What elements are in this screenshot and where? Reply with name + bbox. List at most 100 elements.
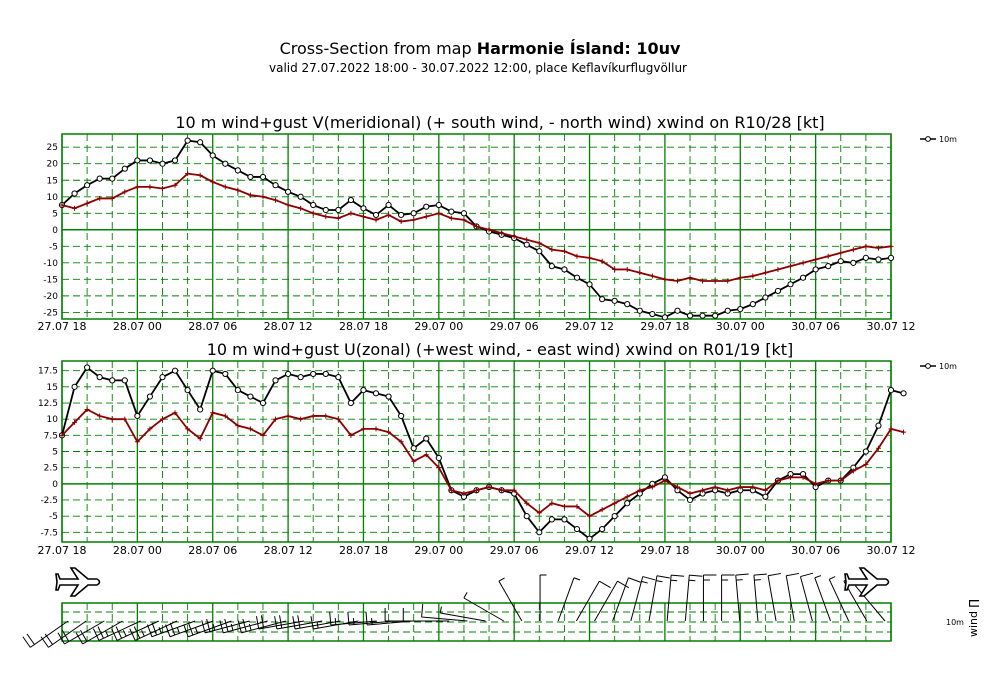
gust-point [147,426,153,432]
wind-barb [183,620,232,638]
gust-point [159,416,165,422]
wind-point [109,175,116,182]
x-tick-label: 29.07 00 [414,320,463,333]
airplane-icon [55,567,101,597]
gust-point [499,487,505,493]
wind-point [410,210,417,217]
y-tick-label: 5 [52,448,58,458]
wind-point [737,305,744,313]
wind-barb [310,616,359,630]
gust-point [122,416,128,422]
x-tick-label: 28.07 06 [188,320,237,333]
gust-point [411,458,417,464]
gust-point [310,210,316,216]
gust-point [825,253,831,259]
y-tick-label: 10 [47,193,59,203]
wind-point [586,535,593,542]
wind-barb [648,575,670,622]
y-tick-label: 10 [47,415,59,425]
wind-point [184,386,191,394]
gust-point [235,423,241,429]
wind-point [159,374,166,381]
gust-point [360,214,366,220]
wind-point [825,263,832,270]
y-tick-label: -10 [43,259,58,269]
wind-point [209,152,216,159]
wind-point [649,310,656,318]
wind-point [435,201,442,209]
gust-point [172,182,178,188]
gust-point [386,429,392,435]
x-tick-label: 29.07 12 [565,544,614,557]
wind-point [812,266,819,273]
wind-point [561,516,568,523]
gust-point [59,432,65,438]
wind-barb [735,573,749,622]
x-tick-label: 28.07 18 [339,320,388,333]
x-tick-label: 29.07 18 [640,544,689,557]
gust-point [423,452,429,458]
wind-barb [75,620,123,645]
gust-point [599,258,605,264]
gust-point [134,184,140,190]
gust-point [712,484,718,490]
wind-point [398,412,405,420]
zonal-wind-chart: 10 m wind+gust U(zonal) (+west wind, - e… [38,340,958,557]
wind-point [862,254,869,261]
gust-point [486,484,492,490]
gust-point [97,413,103,419]
gust-point [536,240,542,246]
wind-point [611,513,618,520]
gust-point [624,266,630,272]
gust-point [700,487,706,493]
wind-point [159,160,166,167]
wind-barb [498,577,523,622]
y-tick-label: 5 [52,209,58,219]
wind-point [197,139,204,146]
x-tick-label: 30.07 06 [791,544,840,557]
wind-point [134,157,141,164]
gust-point [549,247,555,253]
wind-point [234,167,241,174]
gust-point [775,478,781,484]
y-tick-label: 7.5 [44,431,58,441]
wind-point [372,211,380,219]
wind-point [335,206,342,214]
wind-barb [594,580,630,622]
plot-frame [61,133,892,320]
wind-point [699,312,706,319]
gust-point [524,500,530,506]
wind-barb-panel: 10m wind ∏ [22,572,980,648]
gust-point [122,189,128,195]
y-tick-label: 17.5 [38,367,58,377]
gust-point [386,212,392,218]
gust-point [474,224,479,229]
x-tick-label: 29.07 06 [490,320,539,333]
gust-point [737,275,743,281]
wind-barb [684,574,703,622]
wind-barb [165,620,214,638]
wind-point [398,211,405,219]
wind-point [71,190,78,197]
gust-point [260,194,266,200]
y-tick-label: 25 [47,143,58,153]
y-tick-label: 15 [47,383,58,393]
wind-point [624,500,631,507]
gust-point [185,426,191,432]
wind-point [674,307,681,314]
wind-point [523,241,530,248]
gust-point [348,210,354,216]
wind-point [599,525,606,533]
gust-point [800,260,806,266]
gust-point [72,205,78,211]
y-tick-label: -7.5 [40,528,58,538]
y-tick-label: 12.5 [38,399,58,409]
gust-point [825,478,831,484]
wind-point [624,301,631,308]
y-tick-label: 20 [47,160,59,170]
gust-point [147,184,153,190]
gust-point [448,487,454,493]
gust-point [511,487,517,493]
wind-point [573,274,581,281]
gust-point [700,278,706,284]
